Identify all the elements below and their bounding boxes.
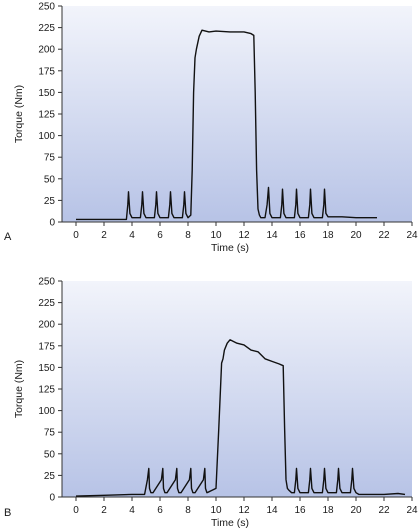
x-tick-label: 2	[101, 505, 107, 516]
x-tick-label: 2	[101, 230, 107, 241]
x-tick-label: 14	[266, 230, 278, 241]
torque-line	[76, 29, 377, 221]
y-tick-label: 150	[38, 88, 55, 99]
y-tick-label: 200	[38, 320, 55, 331]
torque-line	[75, 339, 406, 497]
x-axis-ticks: 0 2 4 6 8 10 12 14 16 18 20 22 24	[73, 222, 418, 241]
x-tick-label: 20	[350, 505, 362, 516]
x-tick-label: 0	[73, 230, 79, 241]
panel-label: B	[4, 507, 11, 519]
y-tick-label: 100	[38, 131, 55, 142]
x-tick-label: 22	[378, 505, 390, 516]
y-tick-label: 200	[38, 45, 55, 56]
x-tick-label: 4	[129, 505, 135, 516]
x-tick-label: 22	[378, 230, 390, 241]
plot-area	[62, 281, 412, 497]
x-tick-label: 0	[73, 505, 79, 516]
x-tick-label: 8	[185, 505, 191, 516]
x-tick-label: 12	[238, 505, 250, 516]
x-tick-label: 12	[238, 230, 250, 241]
y-tick-label: 125	[38, 110, 55, 121]
y-axis-ticks: 0 25 50 75 100 125 150 175 200 225 250	[38, 2, 62, 229]
y-axis-label: Torque (Nm)	[13, 360, 25, 418]
x-tick-label: 14	[266, 505, 278, 516]
y-tick-label: 0	[49, 493, 55, 504]
y-tick-label: 250	[38, 2, 55, 13]
x-tick-label: 20	[350, 230, 362, 241]
plot-area	[62, 6, 412, 222]
y-tick-label: 75	[44, 153, 56, 164]
y-tick-label: 25	[44, 471, 56, 482]
x-axis-label: Time (s)	[211, 517, 249, 529]
x-tick-label: 6	[157, 505, 163, 516]
x-tick-label: 10	[210, 230, 222, 241]
y-tick-label: 125	[38, 385, 55, 396]
panel-label: A	[4, 231, 12, 243]
y-tick-label: 250	[38, 277, 55, 288]
y-axis-label: Torque (Nm)	[13, 85, 25, 143]
y-tick-label: 175	[38, 341, 55, 352]
x-tick-label: 4	[129, 230, 135, 241]
x-tick-label: 8	[185, 230, 191, 241]
x-tick-label: 16	[294, 230, 306, 241]
y-tick-label: 50	[44, 449, 56, 460]
y-tick-label: 75	[44, 428, 56, 439]
x-axis-label: Time (s)	[211, 242, 249, 254]
y-tick-label: 25	[44, 196, 56, 207]
y-tick-label: 150	[38, 363, 55, 374]
x-tick-label: 6	[157, 230, 163, 241]
y-tick-label: 175	[38, 66, 55, 77]
y-tick-label: 0	[49, 218, 55, 229]
y-tick-label: 225	[38, 298, 55, 309]
x-tick-label: 16	[294, 505, 306, 516]
y-tick-label: 100	[38, 406, 55, 417]
y-axis-ticks: 0 25 50 75 100 125 150 175 200 225 250	[38, 277, 62, 504]
x-tick-label: 24	[406, 230, 418, 241]
y-tick-label: 50	[44, 174, 56, 185]
x-tick-label: 18	[322, 230, 334, 241]
x-tick-label: 18	[322, 505, 334, 516]
x-tick-label: 24	[406, 505, 418, 516]
y-tick-label: 225	[38, 23, 55, 34]
x-tick-label: 10	[210, 505, 222, 516]
x-axis-ticks: 0 2 4 6 8 10 12 14 16 18 20 22 24	[73, 497, 418, 516]
